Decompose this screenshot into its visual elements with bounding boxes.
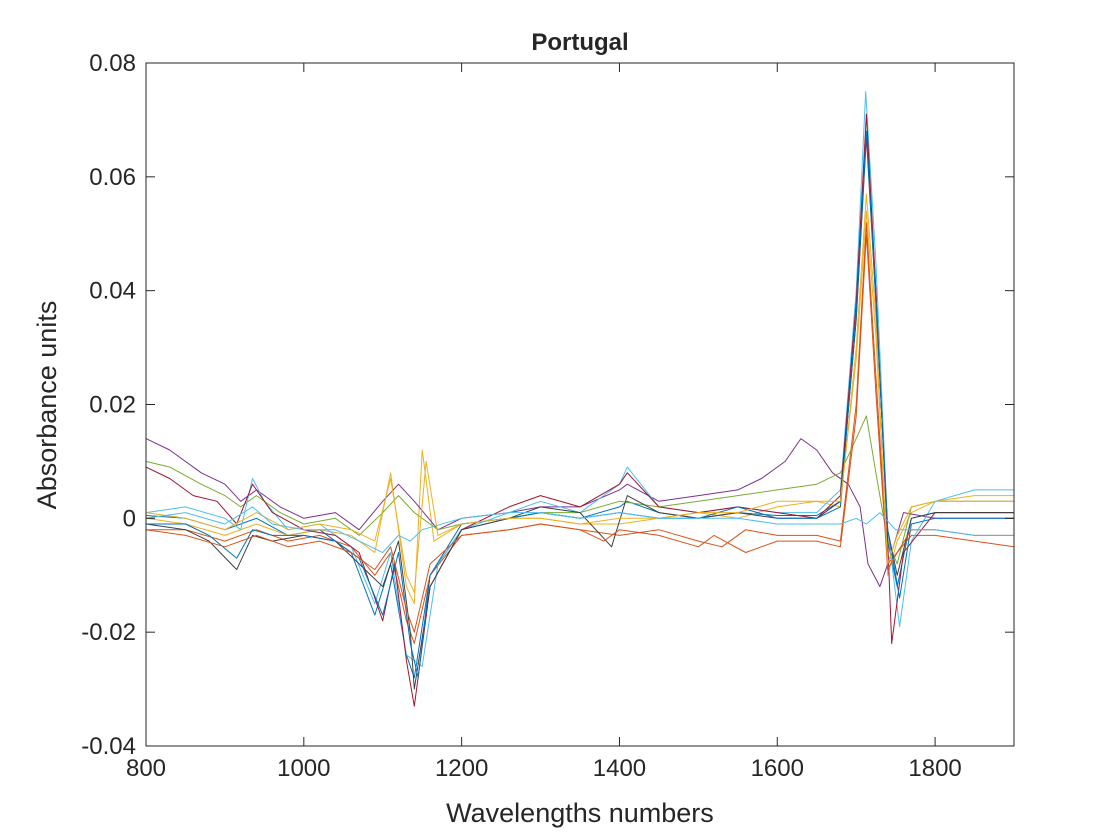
series-line-5	[146, 415, 1014, 565]
series-layer	[146, 91, 1014, 707]
plot-area	[146, 63, 1014, 746]
tick-layer: 800 1000 1200 1400 1600 1800 -0.04 -0.02 0 0.02 0.…	[81, 50, 1014, 782]
y-tick-label: -0.04	[81, 733, 136, 760]
x-tick-label: 1600	[751, 755, 804, 782]
x-axis-label: Wavelengths numbers	[446, 798, 714, 828]
series-line-10	[146, 233, 1014, 633]
x-tick-label: 800	[126, 755, 166, 782]
y-tick-label: 0.02	[89, 392, 136, 419]
x-tick-label: 1400	[593, 755, 646, 782]
y-tick-label: 0.06	[89, 164, 136, 191]
chart-title: Portugal	[531, 29, 628, 56]
y-tick-label: 0	[123, 505, 136, 532]
y-tick-label: 0.08	[89, 50, 136, 77]
series-line-11	[146, 210, 1014, 593]
y-tick-label: 0.04	[89, 278, 136, 305]
y-tick-label: -0.02	[81, 619, 136, 646]
y-axis-label: Absorbance units	[32, 301, 62, 510]
x-tick-label: 1000	[277, 755, 330, 782]
series-line-4	[146, 438, 1014, 588]
x-tick-label: 1200	[435, 755, 488, 782]
x-tick-label: 1800	[908, 755, 961, 782]
series-line-12	[146, 506, 1014, 553]
series-line-2	[146, 221, 1014, 644]
